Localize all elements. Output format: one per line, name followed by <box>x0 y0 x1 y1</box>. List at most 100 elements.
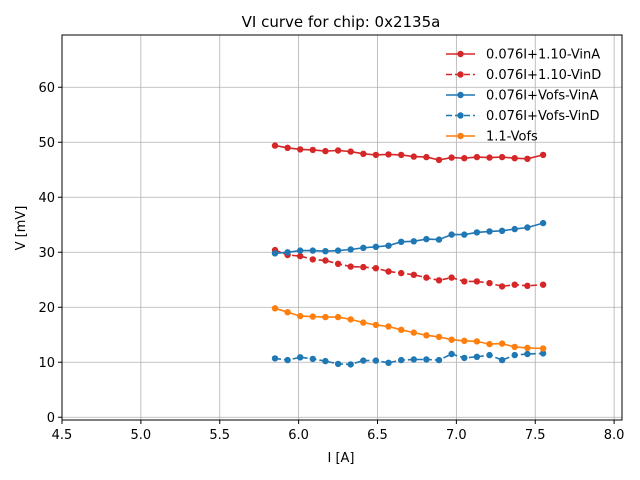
data-point <box>410 238 417 245</box>
x-axis-label: I [A] <box>327 451 354 466</box>
series-3 <box>271 219 547 257</box>
data-point <box>410 153 417 160</box>
legend-marker <box>457 132 464 140</box>
data-point <box>347 148 354 155</box>
data-point <box>309 247 316 254</box>
data-point <box>486 228 493 235</box>
data-point <box>271 305 279 312</box>
data-point <box>524 350 531 358</box>
data-point <box>524 282 531 289</box>
data-point <box>284 144 291 151</box>
data-point <box>385 323 392 330</box>
data-point <box>486 351 493 359</box>
data-point <box>498 227 506 234</box>
data-point <box>511 155 518 162</box>
y-axis-label: V [mV] <box>14 206 29 251</box>
data-point <box>334 313 342 321</box>
x-tick-label: 7.0 <box>446 428 467 443</box>
data-point <box>398 356 405 364</box>
data-point <box>284 356 291 364</box>
data-point <box>461 231 468 238</box>
data-point <box>435 156 443 164</box>
y-tick-label: 10 <box>38 356 55 371</box>
data-point <box>539 345 547 352</box>
data-point <box>435 356 443 364</box>
y-tick-label: 50 <box>38 136 55 151</box>
data-point <box>423 235 430 243</box>
x-tick-label: 4.5 <box>52 428 73 443</box>
data-point <box>309 256 316 263</box>
legend-label: 0.076I+1.10-VinD <box>486 68 601 83</box>
data-point <box>448 274 455 281</box>
data-point <box>410 271 417 278</box>
data-point <box>498 153 506 161</box>
data-point <box>524 224 531 231</box>
data-point <box>360 244 367 251</box>
data-point <box>511 343 518 351</box>
data-point <box>347 316 354 323</box>
data-point <box>448 231 455 238</box>
data-point <box>435 333 443 341</box>
series-2 <box>271 246 547 290</box>
series-line <box>274 307 544 350</box>
data-point <box>423 356 430 363</box>
series-line <box>274 144 544 161</box>
data-point <box>372 151 380 159</box>
legend-item: 0.076I+Vofs-VinD <box>446 109 600 124</box>
data-point <box>385 242 392 249</box>
data-point <box>423 332 430 339</box>
data-point <box>284 309 291 316</box>
data-point <box>498 340 506 347</box>
data-point <box>511 225 518 233</box>
data-point <box>297 146 304 153</box>
data-point <box>539 281 547 288</box>
data-point <box>461 337 468 344</box>
data-point <box>334 147 342 154</box>
data-point <box>347 263 354 270</box>
data-point <box>539 219 547 227</box>
data-point <box>448 336 455 343</box>
data-point <box>334 360 342 368</box>
data-point <box>435 236 443 243</box>
data-point <box>461 354 468 362</box>
data-point <box>385 151 392 158</box>
data-point <box>309 313 316 320</box>
plot-frame <box>61 34 623 421</box>
data-point <box>410 356 417 363</box>
data-point <box>372 265 380 272</box>
series-line <box>274 222 544 255</box>
data-point <box>322 357 329 365</box>
data-point <box>473 153 481 161</box>
legend-marker <box>457 71 464 78</box>
legend: 0.076I+1.10-VinA 0.076I+1.10-VinD 0.076I+V… <box>446 48 601 145</box>
data-point <box>372 321 380 329</box>
data-point <box>360 150 367 157</box>
data-point <box>360 319 367 326</box>
legend-item: 0.076I+1.10-VinA <box>446 48 600 63</box>
y-tick-label: 20 <box>38 301 55 316</box>
data-point <box>271 142 279 149</box>
data-point <box>372 357 380 364</box>
y-tick-label: 0 <box>47 411 55 426</box>
legend-label: 0.076I+Vofs-VinA <box>486 89 599 104</box>
data-point <box>284 249 291 256</box>
data-point <box>423 274 430 281</box>
legend-label: 0.076I+Vofs-VinD <box>486 109 600 124</box>
data-point <box>398 151 405 159</box>
data-point <box>347 361 354 368</box>
series-5 <box>271 305 547 352</box>
x-tick-label: 8.0 <box>604 428 625 443</box>
data-point <box>435 277 443 284</box>
data-point <box>410 329 417 336</box>
data-point <box>322 147 329 155</box>
data-point <box>486 154 493 161</box>
data-point <box>360 357 367 364</box>
series-1 <box>271 142 547 164</box>
y-tick-label: 30 <box>38 246 55 261</box>
series-line <box>274 249 544 288</box>
data-point <box>448 154 455 161</box>
legend-label: 0.076I+1.10-VinA <box>486 48 600 63</box>
data-point <box>486 340 493 348</box>
data-point <box>473 353 481 360</box>
data-point <box>473 278 481 285</box>
